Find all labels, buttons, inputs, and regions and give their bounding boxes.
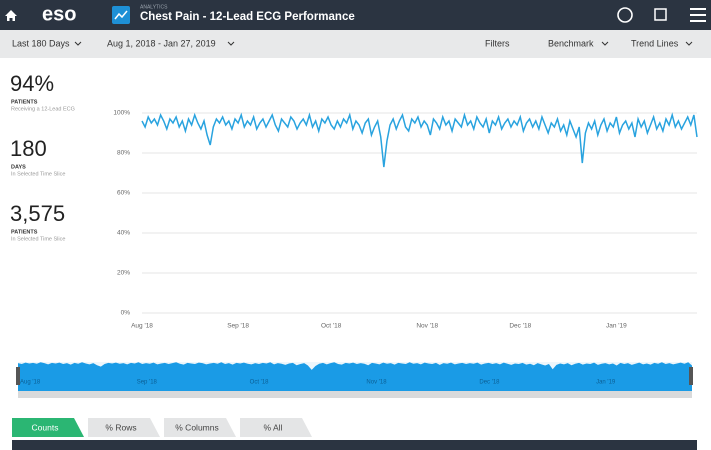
- navigator-label: Oct '18: [250, 380, 269, 386]
- tab[interactable]: [240, 418, 312, 437]
- y-tick-label: 100%: [113, 110, 130, 117]
- page-title: Chest Pain - 12-Lead ECG Performance: [140, 11, 355, 23]
- section-label: ANALYTICS: [140, 4, 168, 10]
- tabs: Counts % Rows % Columns % All: [12, 418, 312, 437]
- caret: [685, 41, 693, 46]
- x-tick-label: Aug '18: [131, 323, 153, 330]
- x-tick-label: Nov '18: [416, 323, 438, 330]
- filters-button[interactable]: Filters: [485, 38, 510, 48]
- navigator-label: Dec '18: [479, 380, 500, 386]
- x-tick-label: Dec '18: [509, 323, 531, 330]
- logo: eso: [42, 3, 76, 25]
- kpi-label: PATIENTS: [11, 229, 38, 235]
- tab-label[interactable]: % Rows: [105, 422, 136, 432]
- y-tick-label: 20%: [117, 270, 130, 277]
- kpi-value: 180: [10, 136, 47, 161]
- kpi-label: PATIENTS: [11, 99, 38, 105]
- kpi-value: 94%: [10, 71, 54, 96]
- navigator-label: Aug '18: [20, 380, 41, 386]
- x-tick-label: Oct '18: [321, 323, 342, 330]
- info-icon[interactable]: [617, 7, 633, 23]
- y-tick-label: 80%: [117, 150, 130, 157]
- analytics-glyph: [114, 10, 128, 20]
- navigator-label: Jan '19: [596, 380, 616, 386]
- caret: [74, 41, 82, 46]
- kpi-note: In Selected Time Slice: [11, 171, 65, 177]
- table-header: [12, 440, 697, 450]
- x-tick-label: Sep '18: [227, 323, 249, 330]
- toolbar: [0, 30, 711, 58]
- top-bar: [0, 0, 711, 30]
- navigator-area: [18, 362, 692, 391]
- range-dropdown[interactable]: Last 180 Days: [12, 38, 70, 48]
- navigator-label: Sep '18: [137, 380, 158, 386]
- y-tick-label: 60%: [117, 190, 130, 197]
- brush-handle[interactable]: [689, 367, 693, 385]
- tab[interactable]: [88, 418, 160, 437]
- tab[interactable]: [164, 418, 236, 437]
- trend-dropdown[interactable]: Trend Lines: [631, 38, 679, 48]
- y-tick-label: 40%: [117, 230, 130, 237]
- y-tick-label: 0%: [121, 310, 131, 317]
- home-icon[interactable]: [5, 10, 17, 21]
- x-tick-label: Jan '19: [606, 323, 627, 330]
- menu-icon[interactable]: [690, 8, 706, 22]
- benchmark-dropdown[interactable]: Benchmark: [548, 38, 594, 48]
- caret: [601, 41, 609, 46]
- kpi-label: DAYS: [11, 164, 26, 170]
- kpi-note: In Selected Time Slice: [11, 236, 65, 242]
- data-line: [141, 112, 698, 168]
- scrollbar[interactable]: [18, 391, 692, 398]
- navigator-chart: Aug '18 Sep '18 Oct '18 Nov '18 Dec '18 Jan '…: [16, 362, 693, 391]
- tab-label[interactable]: % All: [264, 422, 283, 432]
- navigator-label: Nov '18: [366, 380, 387, 386]
- tab-label[interactable]: Counts: [32, 422, 59, 432]
- kpi-note: Receiving a 12-Lead ECG: [11, 106, 75, 112]
- export-icon[interactable]: [654, 8, 667, 21]
- line-chart: 0% 20% 40% 60% 80% 100% Aug '18 Sep '18 Oct '18 N…: [113, 110, 698, 330]
- kpi-value: 3,575: [10, 201, 65, 226]
- date-dropdown[interactable]: Aug 1, 2018 - Jan 27, 2019: [107, 38, 216, 48]
- caret: [227, 41, 235, 46]
- tab[interactable]: [12, 418, 84, 437]
- brush-handle[interactable]: [16, 367, 20, 385]
- tab-label[interactable]: % Columns: [175, 422, 218, 432]
